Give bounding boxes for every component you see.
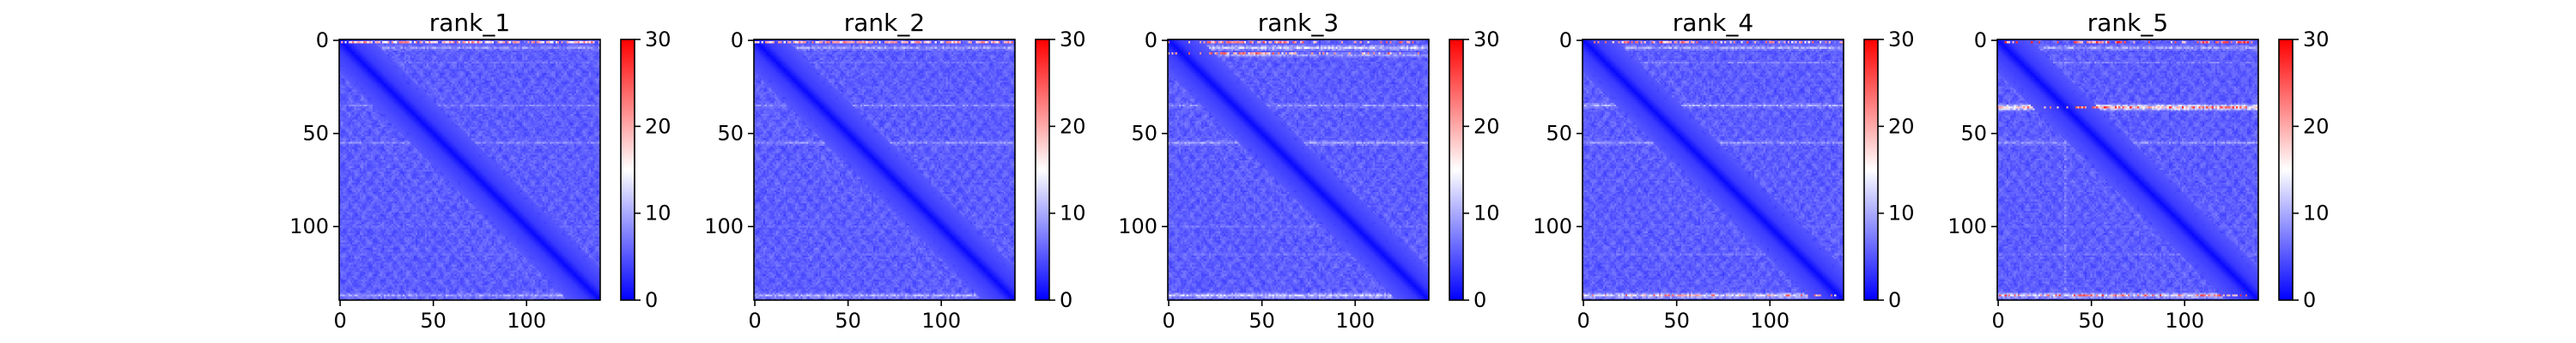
x-tick-label: 50 <box>420 309 447 333</box>
colorbar <box>1449 39 1463 300</box>
y-tick-label: 0 <box>1145 28 1157 52</box>
heatmap-image <box>339 39 600 300</box>
colorbar-tick-label: 20 <box>1888 114 1915 138</box>
y-tick-label: 50 <box>1546 122 1572 146</box>
x-tick-label: 100 <box>507 309 546 333</box>
y-tick-label: 50 <box>1131 122 1157 146</box>
colorbar-tick-label: 0 <box>1060 288 1072 312</box>
heatmap-frame <box>1582 39 1844 301</box>
panel-title: rank_1 <box>429 9 510 37</box>
colorbar-tick-label: 0 <box>2303 288 2316 312</box>
colorbar <box>2279 39 2293 300</box>
colorbar-tick-label: 30 <box>1060 27 1086 51</box>
colorbar-tick-label: 10 <box>1473 202 1500 226</box>
heatmap-image <box>754 39 1015 300</box>
heatmap-panel-3: rank_3 0 50 100 0 50 100 0 10 20 30 <box>1118 9 1499 333</box>
colorbar-tick-label: 10 <box>1888 202 1915 226</box>
colorbar-frame <box>1863 39 1879 301</box>
colorbar-tick-label: 20 <box>1473 114 1500 138</box>
colorbar-tick-label: 30 <box>1473 27 1500 51</box>
y-tick-label: 100 <box>1118 214 1157 238</box>
panel-title: rank_4 <box>1673 9 1753 37</box>
colorbar-tick-label: 10 <box>2303 202 2330 226</box>
colorbar <box>1036 39 1049 300</box>
heatmap-panel-2: rank_2 0 50 100 0 50 100 0 10 20 30 <box>704 9 1085 333</box>
heatmap-panel-1: rank_1 0 50 100 0 50 100 0 10 20 30 <box>289 9 671 333</box>
colorbar-tick-label: 30 <box>645 27 671 51</box>
colorbar-tick-label: 20 <box>2303 114 2330 138</box>
colorbar-tick-label: 0 <box>1888 288 1901 312</box>
panel-title: rank_5 <box>2087 9 2168 37</box>
y-tick-label: 100 <box>289 214 329 238</box>
x-tick-label: 50 <box>1663 309 1690 333</box>
heatmap-frame <box>1167 39 1430 301</box>
y-tick-label: 0 <box>731 28 744 52</box>
colorbar-tick-label: 30 <box>2303 27 2330 51</box>
y-tick-label: 0 <box>1559 28 1572 52</box>
y-tick-label: 0 <box>1974 28 1987 52</box>
x-tick-label: 100 <box>2165 309 2204 333</box>
y-tick-label: 50 <box>302 122 329 146</box>
x-tick-label: 0 <box>1577 309 1589 333</box>
x-tick-label: 100 <box>921 309 961 333</box>
y-tick-label: 0 <box>316 28 329 52</box>
colorbar-frame <box>2278 39 2293 301</box>
x-tick-label: 100 <box>1750 309 1789 333</box>
y-tick-label: 100 <box>1947 214 1987 238</box>
colorbar-tick-label: 10 <box>1060 202 1086 226</box>
colorbar <box>621 39 635 300</box>
heatmap-image <box>1168 39 1429 300</box>
heatmap-panel-5: rank_5 0 50 100 0 50 100 0 10 20 30 <box>1947 9 2329 333</box>
colorbar-tick-label: 0 <box>1473 288 1486 312</box>
colorbar-tick-label: 30 <box>1888 27 1915 51</box>
colorbar-frame <box>1449 39 1464 301</box>
y-tick-label: 50 <box>717 122 744 146</box>
heatmap-panel-4: rank_4 0 50 100 0 50 100 0 10 20 30 <box>1533 9 1914 333</box>
colorbar <box>1864 39 1878 300</box>
x-tick-label: 0 <box>748 309 761 333</box>
y-tick-label: 100 <box>704 214 744 238</box>
x-tick-label: 50 <box>1249 309 1275 333</box>
y-tick-label: 50 <box>1960 122 1987 146</box>
y-tick-label: 100 <box>1533 214 1572 238</box>
x-tick-label: 50 <box>835 309 861 333</box>
colorbar-tick-label: 10 <box>645 202 671 226</box>
panel-title: rank_3 <box>1258 9 1339 37</box>
colorbar-tick-label: 0 <box>645 288 658 312</box>
heatmap-frame <box>753 39 1016 301</box>
heatmap-frame <box>338 39 601 301</box>
heatmap-frame <box>1996 39 2259 301</box>
x-tick-label: 0 <box>1991 309 2004 333</box>
colorbar-frame <box>620 39 635 301</box>
colorbar-tick-label: 20 <box>645 114 671 138</box>
x-tick-label: 50 <box>2078 309 2105 333</box>
colorbar-tick-label: 20 <box>1060 114 1086 138</box>
x-tick-label: 100 <box>1335 309 1375 333</box>
heatmap-image <box>1583 39 1844 300</box>
panel-title: rank_2 <box>844 9 925 37</box>
x-tick-label: 0 <box>333 309 346 333</box>
x-tick-label: 0 <box>1162 309 1175 333</box>
colorbar-frame <box>1035 39 1050 301</box>
heatmap-image <box>1997 39 2258 300</box>
